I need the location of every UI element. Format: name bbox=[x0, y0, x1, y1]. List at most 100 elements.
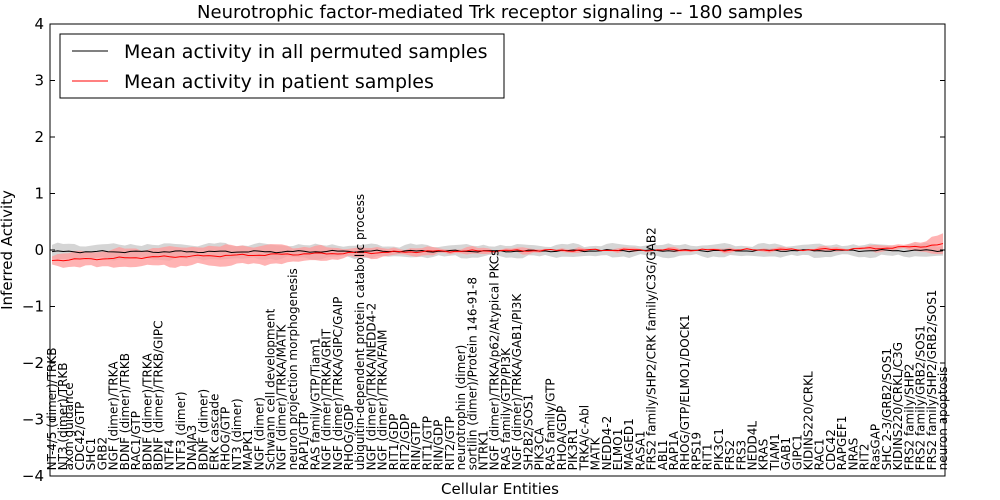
y-tick-label: 0 bbox=[34, 241, 44, 259]
entity-label: RHOG/GTP/ELMO1/DOCK1 bbox=[678, 314, 692, 470]
entity-label: NGF (dimer)/TRKA/GIPC/GAIP bbox=[331, 297, 345, 471]
entity-label: KRAS bbox=[757, 439, 771, 471]
entity-label: MATK bbox=[589, 436, 603, 470]
entity-label: MAGED1 bbox=[622, 418, 636, 470]
x-axis-label: Cellular Entities bbox=[441, 480, 559, 498]
entity-label: TIAM1 bbox=[768, 433, 782, 471]
entity-label: axon guidance bbox=[62, 382, 76, 470]
entity-label: RAC1 bbox=[813, 438, 827, 470]
entity-label: NT3 (dimer)/TRKB bbox=[56, 362, 70, 470]
entity-label: PIK3CA bbox=[533, 427, 547, 471]
entity-label: CDC42 bbox=[824, 429, 838, 470]
entity-label: RIT1 bbox=[701, 444, 715, 471]
y-tick-label: −4 bbox=[22, 467, 44, 485]
entity-label: RIT2/GTP bbox=[443, 416, 457, 470]
y-tick-label: 2 bbox=[34, 128, 44, 146]
entity-label: BDNF (dimer)/TRKB/GIPC bbox=[151, 321, 165, 471]
entity-label: NGF (dimer)/TRKA bbox=[107, 361, 121, 471]
entity-label: DNAJA3 bbox=[185, 425, 199, 471]
entity-label: FRS2 bbox=[723, 440, 737, 471]
entity-label: NT-4/5 (dimer)/TRKB bbox=[45, 348, 59, 471]
entity-label: NEDD4-2 bbox=[600, 416, 614, 471]
entity-label: neuron apoptosis bbox=[936, 367, 950, 471]
entity-label: NGF (dimer)/TRKA/p62/Atypical PKCs bbox=[488, 250, 502, 471]
y-axis-label: Inferred Activity bbox=[0, 190, 16, 310]
entity-label: NTF4 bbox=[163, 440, 177, 471]
series-line-1 bbox=[51, 243, 944, 262]
legend-label-permuted: Mean activity in all permuted samples bbox=[124, 41, 487, 63]
entity-label: NTF3 (dimer) bbox=[174, 391, 188, 470]
entity-label: BDNF (dimer)/TRKA bbox=[140, 352, 154, 470]
entity-label: PIK3R1 bbox=[566, 428, 580, 470]
entity-label: RIT1/GTP bbox=[420, 416, 434, 470]
entity-label: RIN/GTP bbox=[409, 422, 423, 470]
entity-label: GRB2 bbox=[95, 437, 109, 471]
y-tick-label: 3 bbox=[34, 72, 44, 90]
entity-label: NGF (dimer)/TRKA/GRIT bbox=[320, 328, 334, 470]
entity-label: RIT2 bbox=[858, 444, 872, 471]
entity-label: RAP1A bbox=[667, 430, 681, 470]
entity-label: NEDD4L bbox=[745, 421, 759, 471]
entity-label: NGF (dimer)/TRKA/FAIM bbox=[376, 330, 390, 471]
legend: Mean activity in all permuted samples Me… bbox=[59, 33, 505, 99]
entity-label: TRKA/c-Abl bbox=[577, 405, 591, 471]
y-tick-label: −3 bbox=[22, 411, 44, 429]
entity-label: BDNF (dimer) bbox=[196, 389, 210, 471]
entity-label: GAB1 bbox=[779, 437, 793, 470]
entity-label: MAPK1 bbox=[241, 429, 255, 470]
entity-label: RAP1/GTP bbox=[297, 412, 311, 470]
entity-label: RIN/GDP bbox=[432, 420, 446, 471]
series-line-0 bbox=[51, 249, 944, 254]
legend-box bbox=[59, 33, 505, 99]
entity-label: RAPGEF1 bbox=[835, 416, 849, 471]
chart-title: Neurotrophic factor-mediated Trk recepto… bbox=[197, 2, 803, 23]
entity-label: RHOG/GTP bbox=[219, 407, 233, 471]
entity-label: Schwann cell development bbox=[264, 308, 278, 470]
entity-label: SHC 2-3/GRB2/SOS1 bbox=[880, 348, 894, 470]
entity-label: neuron projection morphogenesis bbox=[286, 268, 300, 470]
entity-label: BDNF (dimer)/TRKB bbox=[118, 353, 132, 470]
entity-label: neurotrophin (dimer) bbox=[454, 345, 468, 471]
entity-label: KIDINS220/CRKL bbox=[802, 371, 816, 470]
y-tick-label: 4 bbox=[34, 15, 44, 33]
entity-label: RASA1 bbox=[633, 431, 647, 471]
entity-label: sortilin (dimer)/Protein 146-91-8 bbox=[465, 277, 479, 470]
entity-label: NTRK1 bbox=[476, 430, 490, 470]
y-tick-label: −2 bbox=[22, 354, 44, 372]
entity-label: ubiquitin-dependent protein catabolic pr… bbox=[353, 194, 367, 470]
entity-label: ABL1 bbox=[656, 440, 670, 471]
entity-label: RIT1/GDP bbox=[387, 414, 401, 471]
entity-label: RAC1/GTP bbox=[129, 411, 143, 470]
entity-label: NRAS bbox=[846, 438, 860, 471]
entity-label: RAS family/GTP/PI3K bbox=[499, 347, 513, 470]
entity-label: KIDINS220/CRKL/C3G bbox=[891, 342, 905, 470]
entity-label: ELMO1 bbox=[611, 429, 625, 471]
entity-label: NGF (dimer) bbox=[252, 397, 266, 470]
entity-label: NGF (dimer)/TRKA/GAB1/PI3K bbox=[510, 293, 524, 471]
entity-label: RHOG/GDP bbox=[342, 404, 356, 470]
entity-label: SHC1 bbox=[84, 438, 98, 471]
entity-label: RIT2/GDP bbox=[398, 414, 412, 471]
entity-label: NT3 (dimer) bbox=[230, 398, 244, 470]
entity-label: RAS family/GTP bbox=[544, 378, 558, 470]
entity-label: FRS2 family/GRB2/SOS1 bbox=[914, 325, 928, 470]
entity-label: CDC42/GTP bbox=[73, 402, 87, 471]
y-tick-label: −1 bbox=[22, 298, 44, 316]
entity-label: NGF (dimer)/TRKA/MATK bbox=[275, 323, 289, 470]
entity-label: ERK cascade bbox=[208, 394, 222, 471]
entity-label: FRS2 family/SHP2/CRK family/C3G/GAB2 bbox=[645, 227, 659, 470]
entity-label: RAS family/GTP/Tiam1 bbox=[308, 337, 322, 470]
entity-label: FRS3 bbox=[734, 440, 748, 471]
entity-label: SH2B2/SOS1 bbox=[521, 394, 535, 471]
entity-label: NGF (dimer)/TRKA/NEDD4-2 bbox=[364, 303, 378, 471]
legend-label-patient: Mean activity in patient samples bbox=[124, 71, 434, 93]
entity-label: RHOA/GDP bbox=[555, 406, 569, 471]
entity-label: PIK3C1 bbox=[712, 428, 726, 470]
entity-label: FRS2 family/SHP2/GRB2/SOS1 bbox=[925, 290, 939, 471]
entity-label: GIPC1 bbox=[790, 434, 804, 470]
entity-label: FRS2 family/SHP2 bbox=[902, 363, 916, 470]
entity-label: RPS19 bbox=[689, 432, 703, 470]
entity-label: RasGAP bbox=[869, 424, 883, 470]
y-tick-label: 1 bbox=[34, 185, 44, 203]
